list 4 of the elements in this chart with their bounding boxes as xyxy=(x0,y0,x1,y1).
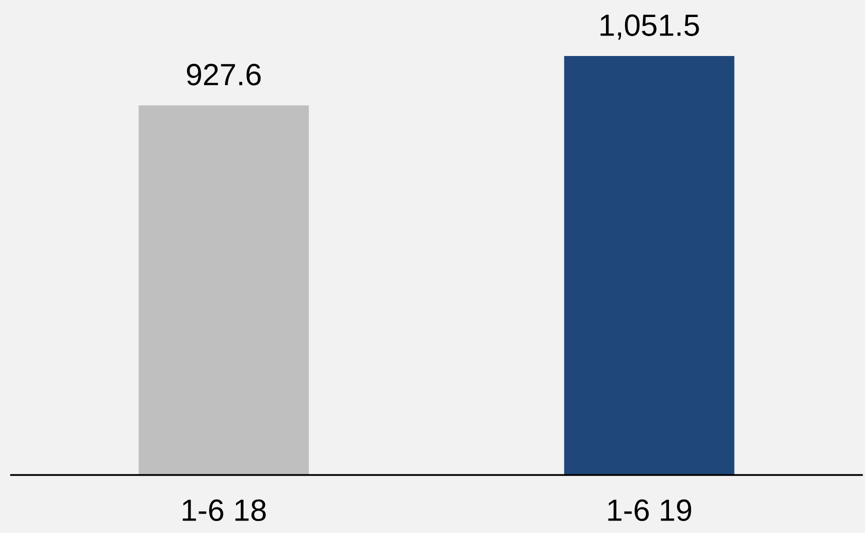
x-tick-label: 1-6 18 xyxy=(182,499,266,522)
x-tick-label: 1-6 19 xyxy=(608,499,692,522)
data-label: 1,051.5 xyxy=(600,14,699,40)
data-label: 927.6 xyxy=(186,64,261,86)
